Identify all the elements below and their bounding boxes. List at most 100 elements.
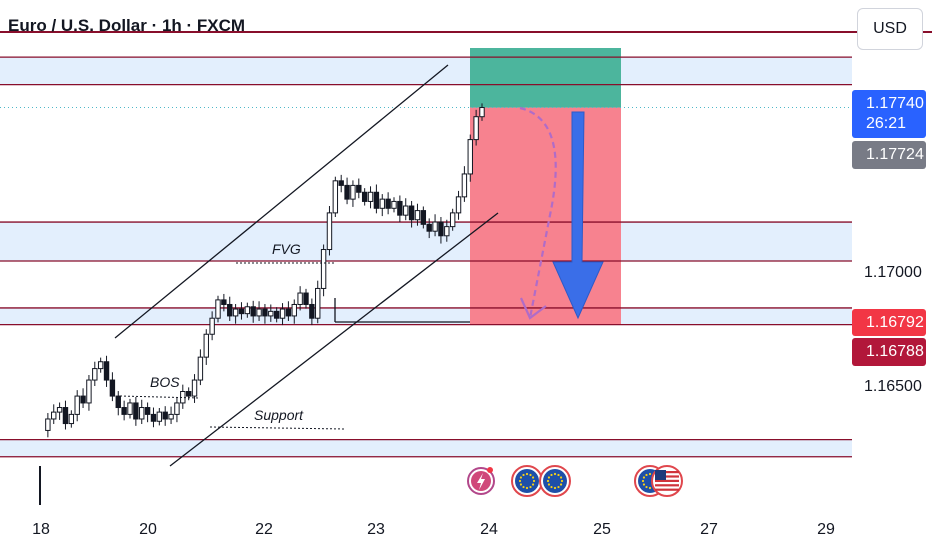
dashed-projection-arrow (519, 106, 557, 319)
candle-body (303, 292, 309, 305)
position-tool[interactable] (470, 48, 621, 325)
candle-body (56, 407, 63, 413)
flag-star (522, 473, 525, 477)
candle-body (51, 411, 57, 420)
candle-body (174, 402, 180, 415)
flag-star (529, 473, 532, 477)
candle-body (408, 205, 415, 221)
flash-event-icon[interactable] (467, 467, 495, 495)
target-price-tag: 1.16792 (852, 309, 926, 336)
candle-body (238, 308, 245, 315)
flag-star (645, 473, 648, 477)
candle-body (127, 402, 133, 415)
time-tick-label: 22 (255, 521, 273, 538)
flag-star (642, 476, 646, 479)
candle-body (285, 308, 292, 317)
candle-body (68, 413, 75, 425)
candle-body (479, 107, 485, 118)
price-axis: 1.17000 1.16500 1.17740 26:21 1.17724 1.16792… (852, 90, 926, 395)
candle-body (97, 361, 104, 370)
candle-body (326, 212, 333, 251)
candle-body (279, 308, 286, 319)
flag-star (550, 485, 553, 489)
horizontal-levels (0, 31, 932, 458)
chart-title: Euro / U.S. Dollar · 1h · FXCM (8, 16, 246, 35)
candle-body (291, 303, 297, 317)
candle-body (385, 198, 391, 209)
candle-body (315, 287, 321, 319)
flag-star (642, 483, 646, 486)
stop-zone[interactable] (470, 48, 621, 108)
flag-stripe (655, 479, 679, 482)
fvg-label: FVG (272, 241, 301, 257)
price-tick-label: 1.17000 (864, 264, 922, 281)
candle-body (361, 191, 368, 202)
eu-flag-icon[interactable] (539, 465, 571, 497)
candle-body (74, 395, 80, 415)
channel-lower-line (169, 212, 499, 467)
flag-disc (543, 469, 567, 493)
annotations: FVG BOS Support (119, 241, 346, 430)
time-tick-label: 20 (139, 521, 157, 538)
candle-body (215, 299, 221, 319)
target-price-tag-bg (852, 309, 926, 336)
candle-body (414, 210, 421, 221)
candle-body (438, 221, 444, 237)
flag-star (553, 486, 557, 490)
flag-star (553, 472, 557, 476)
target-price-tag-text: 1.16792 (866, 314, 924, 331)
candle-body (62, 407, 69, 425)
target-zone[interactable] (470, 107, 621, 325)
bos-dotted-line (119, 395, 201, 399)
price-tick-label: 1.16500 (864, 378, 922, 395)
current-price-tag-text: 26:21 (866, 115, 906, 132)
currency-button[interactable]: USD (857, 8, 923, 50)
candle-body (221, 299, 227, 305)
candle-body (197, 356, 204, 381)
eu-flag-icon[interactable] (511, 465, 543, 497)
candle-body (80, 395, 86, 404)
flag-star (525, 486, 529, 490)
candle-body (144, 407, 151, 415)
flash-glyph (477, 473, 485, 490)
time-tick-label: 27 (700, 521, 718, 538)
candle-body (256, 308, 262, 317)
candle-body (403, 205, 409, 216)
candle-body (332, 180, 339, 214)
flag-star (648, 472, 652, 476)
economic-events[interactable] (467, 465, 683, 497)
dashed-arrow-head (519, 297, 547, 320)
support-dotted-line (209, 426, 346, 430)
candle-body (150, 413, 157, 422)
bid-price-tag: 1.16788 (852, 338, 926, 366)
flag-star (518, 479, 522, 483)
candle-body (444, 226, 450, 237)
candle-body (420, 210, 427, 225)
flag-star (641, 479, 645, 483)
time-tick-label: 24 (480, 521, 498, 538)
us-flag-icon[interactable] (651, 465, 683, 497)
candle-body (373, 191, 380, 209)
candle-body (162, 411, 168, 420)
flag-star (529, 485, 532, 489)
candle-body (250, 306, 256, 317)
current-price-tag-bg (852, 90, 926, 138)
level-zone (0, 57, 852, 85)
candle-body (356, 184, 362, 193)
candle-body (191, 379, 198, 397)
down-arrow (552, 111, 604, 320)
flag-star (531, 476, 535, 479)
time-tick-label: 29 (817, 521, 835, 538)
candle-body (92, 368, 98, 381)
candle-body (467, 139, 473, 175)
flag-star (645, 485, 648, 489)
candle-body (262, 308, 268, 317)
current-price-tag: 1.17740 26:21 (852, 90, 926, 138)
candle-body (139, 407, 145, 420)
flag-star (557, 473, 560, 477)
candle-body (244, 306, 251, 315)
candle-body (338, 180, 344, 186)
level-zone (0, 222, 852, 261)
candle-body (156, 411, 163, 422)
